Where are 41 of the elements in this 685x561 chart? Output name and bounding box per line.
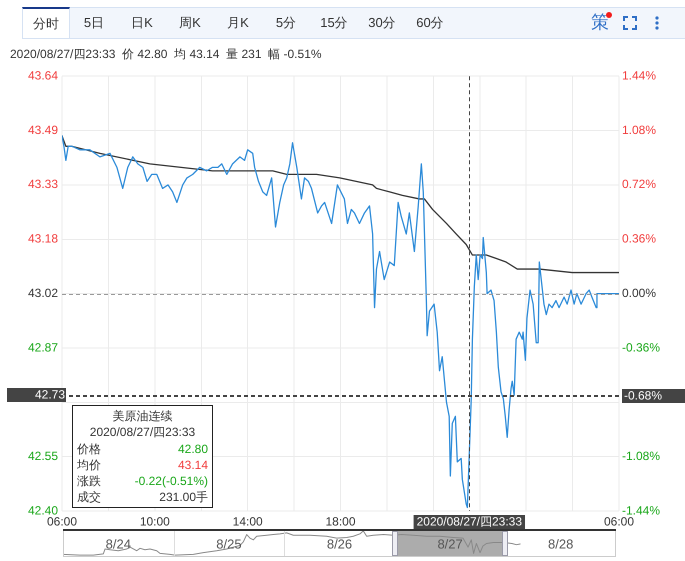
y2-tick-label: 1.44% <box>622 68 656 83</box>
ref-line-label: 2020/08/27/四23:33 <box>416 514 522 528</box>
ref-line-label: -0.68% <box>624 388 662 402</box>
y-tick-label: 42.55 <box>28 448 58 463</box>
y2-tick-label: -1.44% <box>622 503 660 518</box>
y-tick-label: 43.33 <box>28 177 58 192</box>
annotation: 涨跌 <box>77 473 101 489</box>
y-tick-label: 43.02 <box>28 286 58 300</box>
annotation: 价格 <box>77 441 101 457</box>
x-tick-label: 8/26 <box>326 536 352 552</box>
annotation: 231.00手 <box>159 489 208 505</box>
y2-tick-label: 0.00% <box>622 286 656 300</box>
y-tick-label: 43.18 <box>28 232 58 246</box>
y-tick-label: 42.87 <box>28 340 58 354</box>
ref-line-label: 42.73 <box>34 387 66 402</box>
y-tick-label: 42.40 <box>28 503 58 518</box>
annotation: 美原油连续 <box>112 408 174 424</box>
text: 2020/08/27/四23:33 价 42.80 均 43.14 量 231 幅 -0.51% <box>10 46 322 62</box>
y2-tick-label: 0.72% <box>622 177 656 192</box>
annotation: 43.14 <box>178 457 208 473</box>
annotation: 均价 <box>77 457 101 473</box>
y2-tick-label: 0.36% <box>622 232 656 246</box>
y-tick-label: 43.64 <box>28 68 58 83</box>
annotation: 42.80 <box>178 441 208 457</box>
x-tick-label: 10:00 <box>140 514 170 529</box>
x-tick-label: 14:00 <box>232 514 264 529</box>
x-tick-label: 8/24 <box>106 536 131 552</box>
x-tick-label: 8/25 <box>216 536 242 552</box>
x-tick-label: 06:00 <box>604 514 634 529</box>
x-tick-label: 8/28 <box>548 536 574 552</box>
x-tick-label: 06:00 <box>46 514 78 529</box>
annotation: 2020/08/27/四23:33 <box>88 424 196 440</box>
y-tick-label: 43.49 <box>28 122 58 137</box>
y2-tick-label: -0.36% <box>622 340 660 354</box>
x-tick-label: 18:00 <box>325 514 356 529</box>
annotation: -0.22(-0.51%) <box>134 473 208 489</box>
text: 策 <box>591 12 609 32</box>
annotation: 成交 <box>77 489 101 505</box>
y2-tick-label: 1.08% <box>622 122 656 137</box>
x-tick-label: 8/27 <box>437 536 463 552</box>
y2-tick-label: -1.08% <box>622 448 660 463</box>
